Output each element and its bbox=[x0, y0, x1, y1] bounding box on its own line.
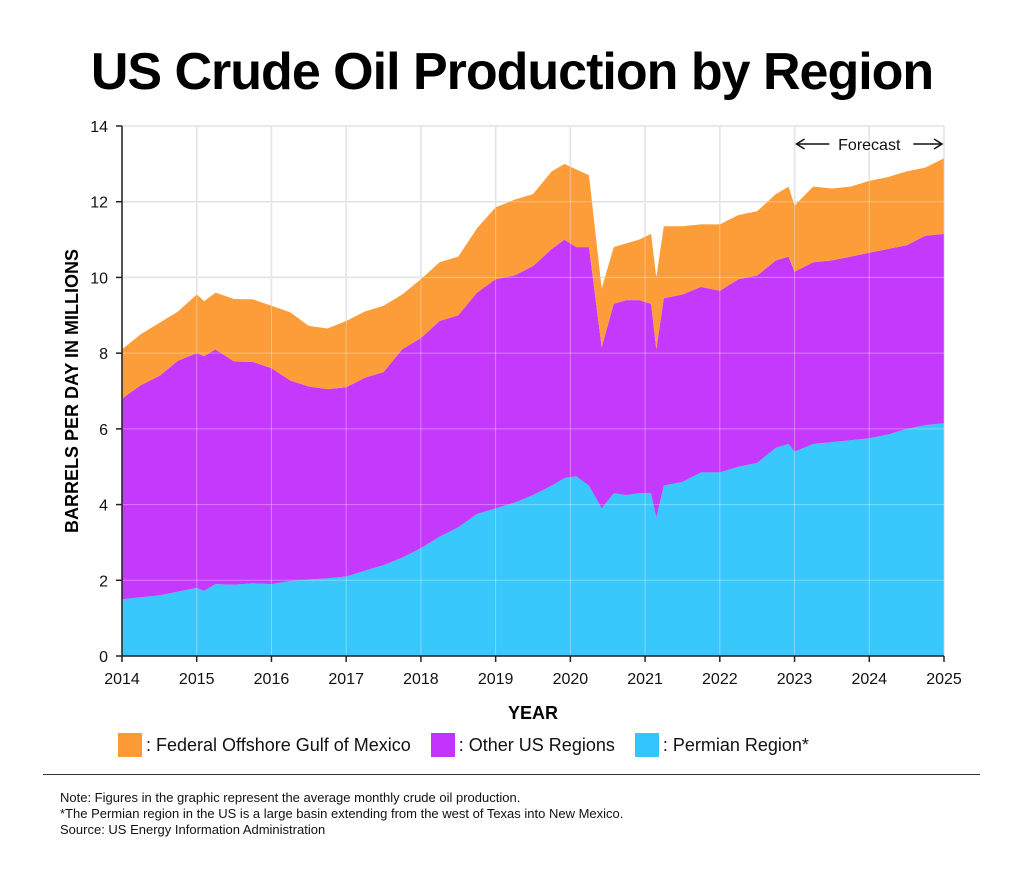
source-line: Source: US Energy Information Administra… bbox=[60, 822, 326, 837]
x-tick-label: 2017 bbox=[328, 671, 364, 688]
legend-swatch-gulf bbox=[118, 733, 142, 757]
y-tick-label: 4 bbox=[99, 498, 108, 515]
y-axis-ticks: 0 2 4 6 8 10 12 14 bbox=[90, 119, 122, 666]
x-tick-label: 2020 bbox=[553, 671, 589, 688]
divider bbox=[43, 774, 980, 775]
footnotes: Note: Figures in the graphic represent t… bbox=[60, 790, 623, 838]
x-tick-label: 2018 bbox=[403, 671, 439, 688]
axes bbox=[121, 126, 944, 657]
x-tick-label: 2025 bbox=[926, 671, 962, 688]
y-tick-label: 8 bbox=[99, 346, 108, 363]
y-tick-label: 6 bbox=[99, 422, 108, 439]
legend-swatch-permian bbox=[634, 733, 659, 757]
forecast-arrowhead-right bbox=[933, 138, 944, 150]
x-tick-label: 2023 bbox=[777, 671, 813, 688]
chart-title: US Crude Oil Production by Region bbox=[90, 43, 934, 101]
legend-item-gulf: : Federal Offshore Gulf of Mexico bbox=[118, 733, 411, 757]
x-tick-label: 2021 bbox=[627, 671, 663, 688]
x-tick-label: 2014 bbox=[104, 671, 140, 688]
note-line: Note: Figures in the graphic represent t… bbox=[60, 790, 521, 805]
area-series bbox=[121, 125, 945, 657]
legend-item-permian: : Permian Region* bbox=[634, 733, 809, 757]
y-tick-label: 10 bbox=[90, 270, 108, 287]
x-tick-label: 2016 bbox=[254, 671, 290, 688]
x-axis-label: YEAR bbox=[508, 703, 558, 723]
legend-item-other: : Other US Regions bbox=[430, 733, 615, 757]
y-axis-label: BARRELS PER DAY IN MILLIONS bbox=[62, 249, 82, 533]
y-tick-label: 14 bbox=[90, 119, 108, 136]
legend: : Federal Offshore Gulf of Mexico : Othe… bbox=[118, 733, 829, 757]
y-tick-label: 12 bbox=[90, 195, 108, 212]
area-permian-region bbox=[122, 423, 944, 656]
x-tick-label: 2019 bbox=[478, 671, 514, 688]
legend-label-gulf: : Federal Offshore Gulf of Mexico bbox=[146, 734, 411, 755]
x-axis-ticks: 2014 2015 2016 2017 2018 2019 2020 2021 2022 2023… bbox=[104, 656, 962, 688]
area-federal-offshore-gulf-of-mexico bbox=[122, 158, 944, 399]
x-tick-label: 2022 bbox=[702, 671, 738, 688]
forecast-arrowhead-left bbox=[795, 138, 805, 150]
y-tick-label: 0 bbox=[99, 649, 108, 666]
x-tick-label: 2024 bbox=[851, 671, 887, 688]
forecast-label: Forecast bbox=[838, 137, 901, 154]
y-tick-label: 2 bbox=[99, 573, 108, 590]
legend-swatch-other bbox=[430, 733, 455, 757]
area-other-us-regions bbox=[122, 233, 944, 600]
legend-label-other: : Other US Regions bbox=[458, 734, 615, 755]
forecast-annotation: Forecast bbox=[795, 137, 944, 154]
x-tick-label: 2015 bbox=[179, 671, 215, 688]
permian-footnote: *The Permian region in the US is a large… bbox=[60, 806, 624, 821]
legend-label-permian: : Permian Region* bbox=[662, 734, 809, 755]
